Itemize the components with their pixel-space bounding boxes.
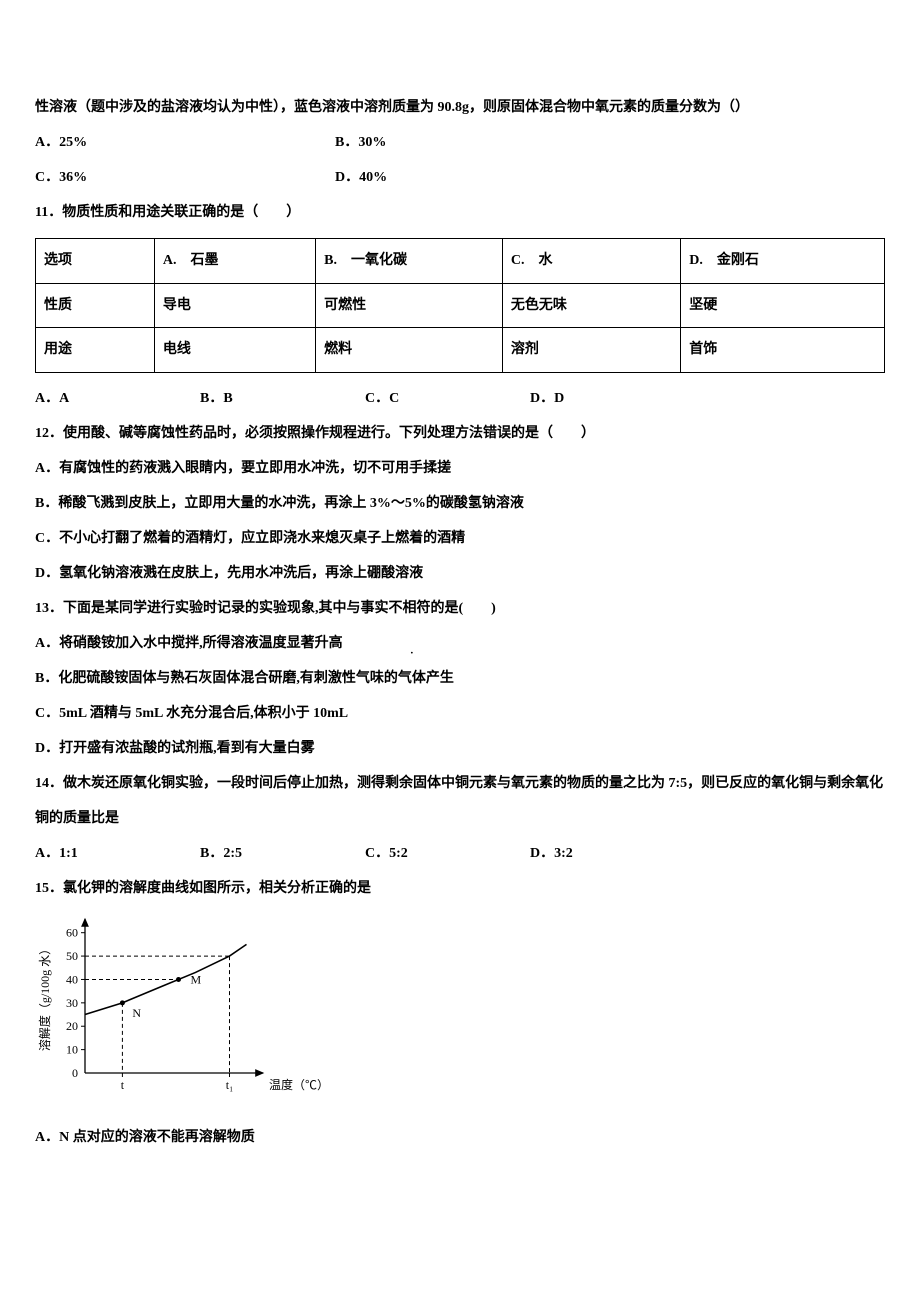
svg-text:t₁: t₁ [226, 1078, 234, 1092]
cell: 燃料 [316, 328, 503, 373]
q13-opt-a: A．将硝酸铵加入水中搅拌,所得溶液温度显著升高 · [35, 626, 885, 661]
svg-text:t: t [121, 1078, 125, 1092]
q12-opt-d: D．氢氧化钠溶液溅在皮肤上，先用水冲洗后，再涂上硼酸溶液 [35, 556, 885, 591]
svg-text:溶解度（g/100g 水）: 溶解度（g/100g 水） [37, 943, 52, 1051]
q13-opt-a-text: A．将硝酸铵加入水中搅拌,所得溶液温度显著升高 [35, 636, 343, 651]
q12-opt-c: C．不小心打翻了燃着的酒精灯，应立即浇水来熄灭桌子上燃着的酒精 [35, 521, 885, 556]
q15-opt-a: A．N 点对应的溶液不能再溶解物质 [35, 1120, 885, 1155]
cell: 可燃性 [316, 283, 503, 328]
table-row: 性质 导电 可燃性 无色无味 坚硬 [36, 283, 885, 328]
q13-opt-d: D．打开盛有浓盐酸的试剂瓶,看到有大量白雾 [35, 731, 885, 766]
q12-opt-a: A．有腐蚀性的药液溅入眼睛内，要立即用水冲洗，切不可用手揉搓 [35, 451, 885, 486]
svg-text:0: 0 [72, 1066, 78, 1080]
q10-opt-c: C．36% [35, 160, 335, 195]
svg-text:N: N [132, 1006, 141, 1020]
q14-stem: 14．做木炭还原氧化铜实验，一段时间后停止加热，测得剩余固体中铜元素与氧元素的物… [35, 766, 885, 836]
cell: 溶剂 [502, 328, 680, 373]
q11-table: 选项 A. 石墨 B. 一氧化碳 C. 水 D. 金刚石 性质 导电 可燃性 无… [35, 238, 885, 373]
q11-stem: 11．物质性质和用途关联正确的是（ ） [35, 195, 885, 230]
svg-text:20: 20 [66, 1019, 78, 1033]
q14-opt-c: C．5:2 [365, 836, 530, 871]
q11-opt-c: C．C [365, 381, 530, 416]
table-row: 用途 电线 燃料 溶剂 首饰 [36, 328, 885, 373]
page-center-dot-icon: · [410, 640, 414, 668]
cell: 用途 [36, 328, 155, 373]
cell: 导电 [154, 283, 315, 328]
svg-text:30: 30 [66, 996, 78, 1010]
q15-chart: 0 10 20 30 40 50 60 t t₁ 温度（℃） 溶解度（g/100g 水） N M [35, 911, 885, 1115]
q12-stem: 12．使用酸、碱等腐蚀性药品时，必须按照操作规程进行。下列处理方法错误的是（ ） [35, 416, 885, 451]
q11-opt-d: D．D [530, 381, 695, 416]
svg-text:50: 50 [66, 949, 78, 963]
cell: C. 水 [502, 239, 680, 284]
table-row: 选项 A. 石墨 B. 一氧化碳 C. 水 D. 金刚石 [36, 239, 885, 284]
q15-stem: 15．氯化钾的溶解度曲线如图所示，相关分析正确的是 [35, 871, 885, 906]
q11-opt-a: A．A [35, 381, 200, 416]
q14-opt-b: B．2:5 [200, 836, 365, 871]
cell: D. 金刚石 [681, 239, 885, 284]
q14-opt-a: A．1:1 [35, 836, 200, 871]
cell: 无色无味 [502, 283, 680, 328]
cell: 性质 [36, 283, 155, 328]
q13-opt-c: C．5mL 酒精与 5mL 水充分混合后,体积小于 10mL [35, 696, 885, 731]
cell: 坚硬 [681, 283, 885, 328]
q10-intro: 性溶液（题中涉及的盐溶液均认为中性），蓝色溶液中溶剂质量为 90.8g，则原固体… [35, 90, 885, 125]
q13-opt-b: B．化肥硫酸铵固体与熟石灰固体混合研磨,有刺激性气味的气体产生 [35, 661, 885, 696]
cell: A. 石墨 [154, 239, 315, 284]
q10-opt-b: B．30% [335, 125, 635, 160]
q10-opt-d: D．40% [335, 160, 635, 195]
q14-options: A．1:1 B．2:5 C．5:2 D．3:2 [35, 836, 885, 871]
svg-text:M: M [191, 972, 202, 986]
svg-text:60: 60 [66, 925, 78, 939]
q10-options-row2: C．36% D．40% [35, 160, 885, 195]
cell: B. 一氧化碳 [316, 239, 503, 284]
svg-text:10: 10 [66, 1042, 78, 1056]
q10-options-row1: A．25% B．30% [35, 125, 885, 160]
q11-options: A．A B．B C．C D．D [35, 381, 885, 416]
q11-opt-b: B．B [200, 381, 365, 416]
cell: 首饰 [681, 328, 885, 373]
cell: 电线 [154, 328, 315, 373]
q14-opt-d: D．3:2 [530, 836, 695, 871]
q10-opt-a: A．25% [35, 125, 335, 160]
solubility-curve-chart: 0 10 20 30 40 50 60 t t₁ 温度（℃） 溶解度（g/100g 水） N M [35, 911, 335, 1101]
cell: 选项 [36, 239, 155, 284]
svg-text:40: 40 [66, 972, 78, 986]
q13-stem: 13．下面是某同学进行实验时记录的实验现象,其中与事实不相符的是( ) [35, 591, 885, 626]
q12-opt-b: B．稀酸飞溅到皮肤上，立即用大量的水冲洗，再涂上 3%～5%的碳酸氢钠溶液 [35, 486, 885, 521]
svg-text:温度（℃）: 温度（℃） [269, 1077, 329, 1092]
